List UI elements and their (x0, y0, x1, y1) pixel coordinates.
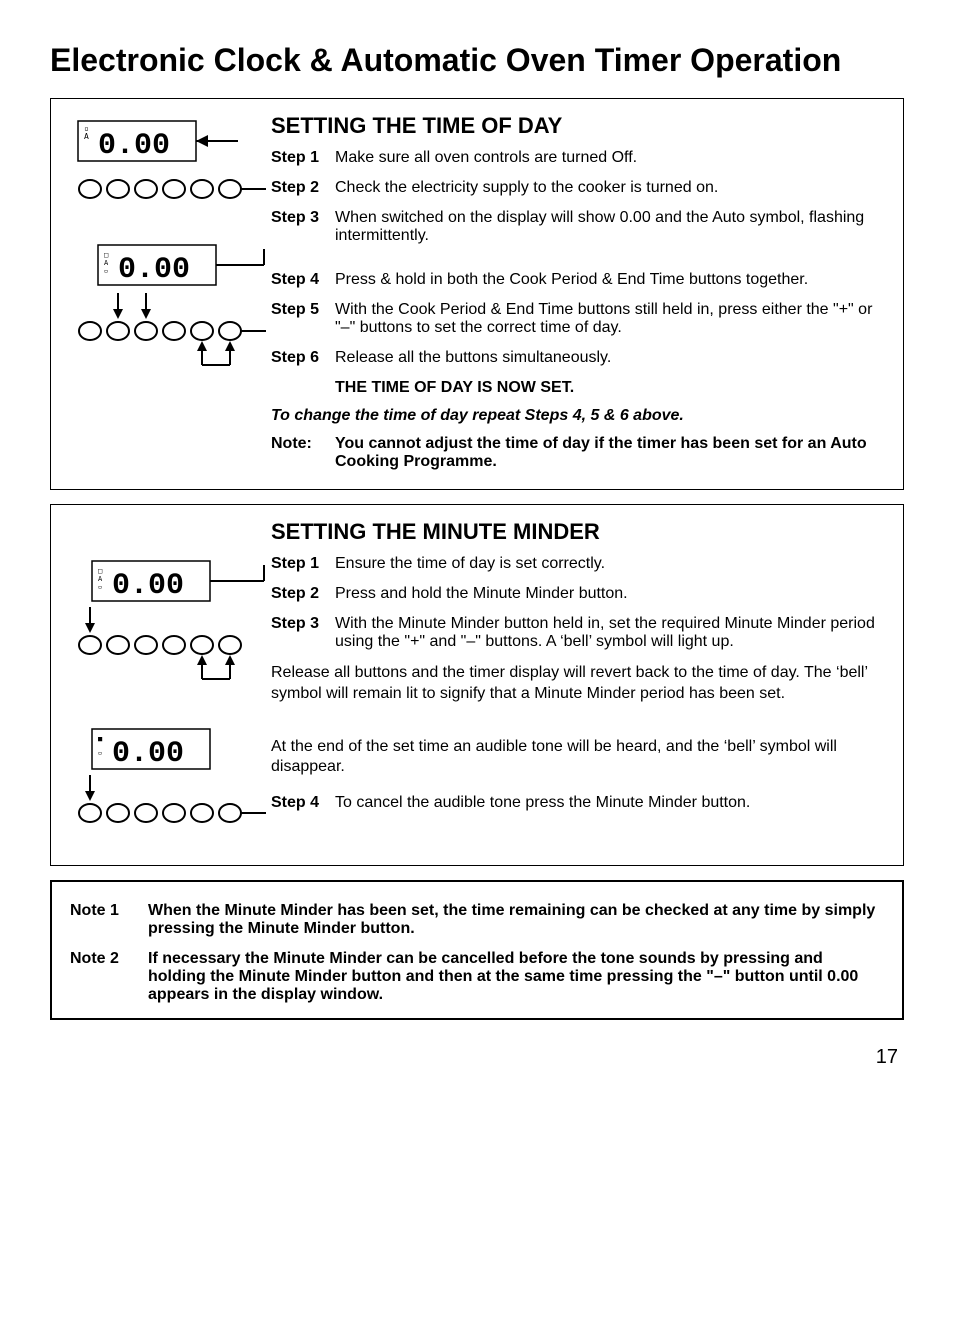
p2-step4-text: To cancel the audible tone press the Min… (335, 794, 885, 812)
display-block-1: ▫ A 0.00 (68, 117, 268, 215)
p2-step2-label: Step 2 (271, 585, 335, 603)
step1-text: Make sure all oven controls are turned O… (335, 149, 885, 167)
svg-text:A: A (104, 259, 109, 267)
button-arrows-icon-3 (68, 775, 268, 833)
step4-label: Step 4 (271, 271, 335, 289)
segment-display-2: 0.00 (118, 253, 190, 287)
svg-text:▫: ▫ (98, 583, 102, 591)
svg-text:A: A (84, 132, 89, 141)
p2-step1-text: Ensure the time of day is set correctly. (335, 555, 885, 573)
panel1-diagrams: ▫ A 0.00 (65, 111, 271, 471)
release-text: Release all buttons and the timer displa… (271, 663, 885, 705)
step3-label: Step 3 (271, 209, 335, 227)
panel-minute-minder: □ A ▫ 0.00 (50, 504, 904, 866)
button-arrows-icon-2 (68, 607, 268, 687)
panel1-heading: SETTING THE TIME OF DAY (271, 113, 885, 139)
button-row-icon (68, 173, 268, 215)
svg-text:■: ■ (98, 735, 103, 743)
display-block-3: □ A ▫ 0.00 (68, 557, 268, 687)
repeat-line: To change the time of day repeat Steps 4… (271, 407, 885, 425)
note1-text: When the Minute Minder has been set, the… (148, 902, 884, 938)
svg-text:A: A (98, 575, 103, 583)
endtone-text: At the end of the set time an audible to… (271, 737, 885, 779)
p2-step3-text: With the Minute Minder button held in, s… (335, 615, 885, 651)
segment-display-3: 0.00 (112, 569, 184, 603)
step6-text: Release all the buttons simultaneously. (335, 349, 885, 367)
p2-step3-label: Step 3 (271, 615, 335, 633)
page-number: 17 (50, 1046, 904, 1069)
note2-text: If necessary the Minute Minder can be ca… (148, 950, 884, 1004)
svg-text:▫: ▫ (98, 749, 102, 757)
display-block-4: ■ ▫ 0.00 (68, 725, 268, 833)
p2-step4-label: Step 4 (271, 794, 335, 812)
display-block-2: □ A ▫ 0.00 (68, 241, 268, 373)
note1-label: Note 1 (70, 902, 148, 920)
button-arrows-icon (68, 293, 268, 373)
step2-text: Check the electricity supply to the cook… (335, 179, 885, 197)
step6-label: Step 6 (271, 349, 335, 367)
segment-display-4: 0.00 (112, 737, 184, 771)
page-title: Electronic Clock & Automatic Oven Timer … (50, 40, 904, 80)
p2-step2-text: Press and hold the Minute Minder button. (335, 585, 885, 603)
notes-box: Note 1 When the Minute Minder has been s… (50, 880, 904, 1020)
step5-text: With the Cook Period & End Time buttons … (335, 301, 885, 337)
segment-display-1: 0.00 (98, 129, 170, 163)
step5-label: Step 5 (271, 301, 335, 319)
svg-text:□: □ (104, 251, 108, 259)
p2-step1-label: Step 1 (271, 555, 335, 573)
step1-label: Step 1 (271, 149, 335, 167)
panel1-note-label: Note: (271, 435, 335, 453)
step4-text: Press & hold in both the Cook Period & E… (335, 271, 885, 289)
step2-label: Step 2 (271, 179, 335, 197)
note2-label: Note 2 (70, 950, 148, 968)
svg-text:▫: ▫ (104, 267, 108, 275)
panel2-diagrams: □ A ▫ 0.00 (65, 517, 271, 847)
step3-text: When switched on the display will show 0… (335, 209, 885, 245)
panel-time-of-day: ▫ A 0.00 (50, 98, 904, 490)
svg-text:□: □ (98, 567, 102, 575)
panel1-note-text: You cannot adjust the time of day if the… (335, 435, 885, 471)
time-set-line: THE TIME OF DAY IS NOW SET. (335, 379, 885, 397)
panel2-heading: SETTING THE MINUTE MINDER (271, 519, 885, 545)
